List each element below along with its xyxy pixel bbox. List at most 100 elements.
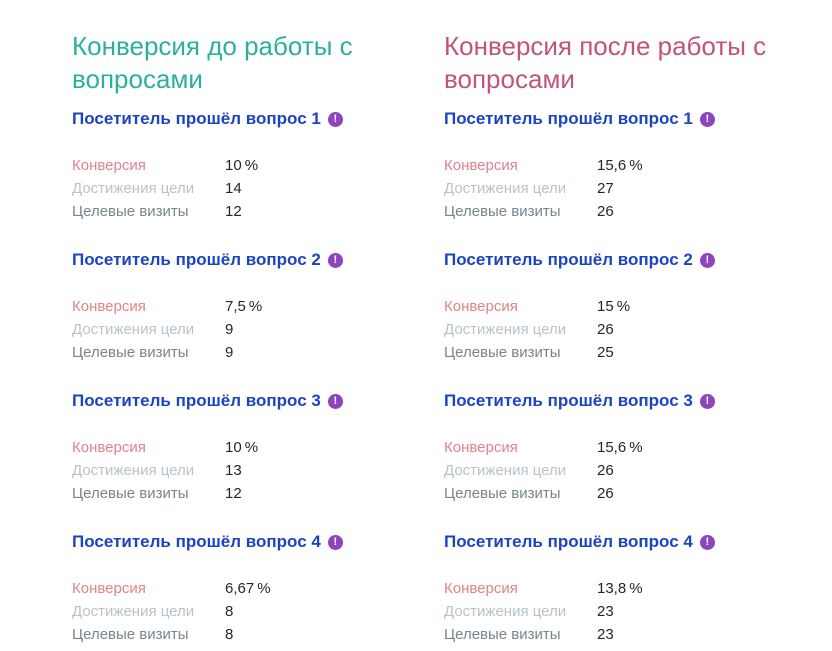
question-header-before-4[interactable]: Посетитель прошёл вопрос 4 !: [72, 531, 402, 553]
question-header-before-1[interactable]: Посетитель прошёл вопрос 1 !: [72, 108, 402, 130]
important-icon[interactable]: !: [699, 393, 715, 409]
metric-row-conversion: Конверсия 10 %: [72, 154, 402, 177]
important-icon[interactable]: !: [699, 252, 715, 268]
visits-value: 26: [597, 203, 614, 220]
goals-value: 23: [597, 603, 614, 620]
metric-row-visits: Целевые визиты 8: [72, 623, 402, 646]
question-block-before-1: Посетитель прошёл вопрос 1 ! Конверсия 1…: [72, 108, 402, 223]
goals-value: 27: [597, 180, 614, 197]
metric-row-conversion: Конверсия 15,6 %: [444, 436, 774, 459]
important-icon[interactable]: !: [327, 393, 343, 409]
important-icon[interactable]: !: [327, 534, 343, 550]
metric-row-conversion: Конверсия 15 %: [444, 295, 774, 318]
question-header-after-1[interactable]: Посетитель прошёл вопрос 1 !: [444, 108, 774, 130]
metric-row-conversion: Конверсия 15,6 %: [444, 154, 774, 177]
column-after: Конверсия после работы с вопросами Посет…: [444, 30, 774, 651]
question-header-after-4[interactable]: Посетитель прошёл вопрос 4 !: [444, 531, 774, 553]
conversion-label: Конверсия: [444, 157, 518, 174]
conversion-value: 7,5 %: [225, 298, 263, 315]
metric-row-visits: Целевые визиты 12: [72, 482, 402, 505]
question-header-label[interactable]: Посетитель прошёл вопрос 4: [72, 532, 321, 551]
important-icon[interactable]: !: [327, 252, 343, 268]
metric-rows: Конверсия 15 % Достижения цели 26 Целевы…: [444, 295, 774, 364]
question-header-label[interactable]: Посетитель прошёл вопрос 1: [72, 109, 321, 128]
question-block-after-1: Посетитель прошёл вопрос 1 ! Конверсия 1…: [444, 108, 774, 223]
conversion-value: 10 %: [225, 157, 259, 174]
important-icon[interactable]: !: [699, 534, 715, 550]
question-block-before-4: Посетитель прошёл вопрос 4 ! Конверсия 6…: [72, 531, 402, 646]
question-header-after-3[interactable]: Посетитель прошёл вопрос 3 !: [444, 390, 774, 412]
metric-row-visits: Целевые визиты 23: [444, 623, 774, 646]
metric-row-goals: Достижения цели 13: [72, 459, 402, 482]
visits-value: 23: [597, 626, 614, 643]
conversion-value: 15,6 %: [597, 157, 643, 174]
question-header-label[interactable]: Посетитель прошёл вопрос 1: [444, 109, 693, 128]
goals-label: Достижения цели: [72, 180, 195, 197]
visits-label: Целевые визиты: [444, 203, 561, 220]
goals-value: 8: [225, 603, 234, 620]
question-header-label[interactable]: Посетитель прошёл вопрос 4: [444, 532, 693, 551]
conversion-label: Конверсия: [72, 580, 146, 597]
conversion-label: Конверсия: [72, 298, 146, 315]
question-block-after-3: Посетитель прошёл вопрос 3 ! Конверсия 1…: [444, 390, 774, 505]
goals-value: 26: [597, 321, 614, 338]
goals-value: 14: [225, 180, 242, 197]
visits-label: Целевые визиты: [444, 344, 561, 361]
goals-label: Достижения цели: [444, 180, 567, 197]
conversion-value: 15,6 %: [597, 439, 643, 456]
visits-value: 9: [225, 344, 234, 361]
metric-rows: Конверсия 15,6 % Достижения цели 27 Целе…: [444, 154, 774, 223]
visits-label: Целевые визиты: [444, 485, 561, 502]
visits-label: Целевые визиты: [444, 626, 561, 643]
metric-row-goals: Достижения цели 26: [444, 459, 774, 482]
question-header-label[interactable]: Посетитель прошёл вопрос 3: [72, 391, 321, 410]
goals-label: Достижения цели: [72, 603, 195, 620]
question-header-after-2[interactable]: Посетитель прошёл вопрос 2 !: [444, 249, 774, 271]
question-block-before-3: Посетитель прошёл вопрос 3 ! Конверсия 1…: [72, 390, 402, 505]
question-header-before-2[interactable]: Посетитель прошёл вопрос 2 !: [72, 249, 402, 271]
visits-value: 12: [225, 485, 242, 502]
conversion-label: Конверсия: [444, 580, 518, 597]
goals-label: Достижения цели: [72, 462, 195, 479]
question-block-after-2: Посетитель прошёл вопрос 2 ! Конверсия 1…: [444, 249, 774, 364]
goals-value: 26: [597, 462, 614, 479]
goals-label: Достижения цели: [72, 321, 195, 338]
goals-value: 9: [225, 321, 234, 338]
conversion-label: Конверсия: [72, 439, 146, 456]
metric-row-conversion: Конверсия 6,67 %: [72, 577, 402, 600]
goals-label: Достижения цели: [444, 462, 567, 479]
metric-row-goals: Достижения цели 8: [72, 600, 402, 623]
metric-row-visits: Целевые визиты 9: [72, 341, 402, 364]
conversion-value: 13,8 %: [597, 580, 643, 597]
question-header-label[interactable]: Посетитель прошёл вопрос 2: [72, 250, 321, 269]
conversion-value: 15 %: [597, 298, 631, 315]
visits-label: Целевые визиты: [72, 485, 189, 502]
visits-label: Целевые визиты: [72, 626, 189, 643]
important-icon[interactable]: !: [327, 111, 343, 127]
metric-row-conversion: Конверсия 10 %: [72, 436, 402, 459]
goals-value: 13: [225, 462, 242, 479]
column-before: Конверсия до работы с вопросами Посетите…: [72, 30, 402, 651]
metric-row-conversion: Конверсия 7,5 %: [72, 295, 402, 318]
question-header-label[interactable]: Посетитель прошёл вопрос 3: [444, 391, 693, 410]
column-title-after: Конверсия после работы с вопросами: [444, 31, 767, 94]
metric-row-visits: Целевые визиты 25: [444, 341, 774, 364]
question-header-label[interactable]: Посетитель прошёл вопрос 2: [444, 250, 693, 269]
conversion-value: 10 %: [225, 439, 259, 456]
metric-rows: Конверсия 10 % Достижения цели 14 Целевы…: [72, 154, 402, 223]
metric-row-goals: Достижения цели 26: [444, 318, 774, 341]
conversion-label: Конверсия: [444, 298, 518, 315]
metric-rows: Конверсия 13,8 % Достижения цели 23 Целе…: [444, 577, 774, 646]
metric-rows: Конверсия 6,67 % Достижения цели 8 Целев…: [72, 577, 402, 646]
visits-value: 25: [597, 344, 614, 361]
metric-rows: Конверсия 7,5 % Достижения цели 9 Целевы…: [72, 295, 402, 364]
visits-value: 12: [225, 203, 242, 220]
visits-value: 26: [597, 485, 614, 502]
important-icon[interactable]: !: [699, 111, 715, 127]
goals-label: Достижения цели: [444, 321, 567, 338]
goals-label: Достижения цели: [444, 603, 567, 620]
conversion-value: 6,67 %: [225, 580, 271, 597]
question-header-before-3[interactable]: Посетитель прошёл вопрос 3 !: [72, 390, 402, 412]
conversion-label: Конверсия: [444, 439, 518, 456]
